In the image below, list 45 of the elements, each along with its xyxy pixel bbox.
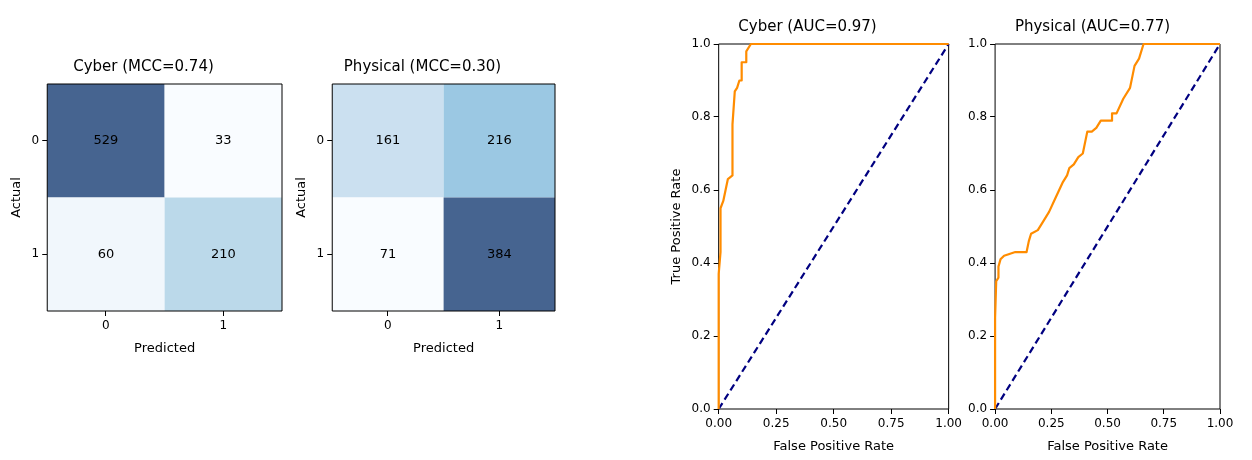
x-tick-label: 0.75 (1150, 416, 1178, 431)
y-tick-label: 0.8 (691, 109, 711, 124)
y-tick-label: 0.0 (967, 401, 988, 416)
data-label: 71 (379, 245, 397, 261)
x-tick-label: 1 (495, 318, 504, 333)
data-label: 529 (93, 132, 119, 148)
x-tick-label: 0.75 (877, 416, 905, 431)
data-label: 60 (97, 245, 115, 261)
chart-title: Cyber (AUC=0.97) (738, 16, 877, 35)
chart-title: Physical (MCC=0.30) (343, 56, 502, 75)
y-tick-label: 0.0 (691, 401, 711, 416)
y-tick-label: 0.2 (967, 328, 988, 343)
y-tick-label: 0.4 (691, 255, 711, 270)
x-tick-label: 1.00 (1206, 416, 1234, 431)
data-label: 161 (375, 132, 401, 148)
y-axis-title: True Positive Rate (668, 168, 684, 286)
y-axis-title: Actual (293, 177, 309, 218)
data-label: 210 (210, 245, 236, 261)
x-axis-title: False Positive Rate (1047, 437, 1168, 453)
x-tick-label: 0.50 (820, 416, 848, 431)
x-axis-title: Predicted (413, 339, 475, 355)
y-tick-label: 1.0 (967, 36, 988, 51)
y-tick-label: 0.6 (691, 182, 711, 197)
x-tick-label: 0 (384, 318, 392, 333)
y-tick-label: 0.8 (967, 109, 988, 124)
x-tick-label: 0.25 (762, 416, 790, 431)
x-tick-label: 0.50 (1094, 416, 1121, 431)
x-tick-label: 0 (102, 318, 110, 333)
y-axis-title: Actual (8, 177, 24, 218)
y-tick-label: 0.6 (967, 182, 988, 197)
chart-title: Cyber (MCC=0.74) (73, 56, 214, 75)
x-axis-title: False Positive Rate (773, 437, 895, 453)
x-tick-label: 1.00 (935, 416, 962, 431)
x-tick-label: 0.00 (705, 416, 733, 431)
x-tick-label: 1 (219, 318, 228, 333)
y-tick-label: 0.2 (691, 328, 711, 343)
y-tick-label: 1.0 (691, 36, 711, 51)
x-axis-title: Predicted (134, 339, 196, 355)
y-tick-label: 0.4 (967, 255, 988, 270)
x-tick-label: 0.00 (981, 416, 1009, 431)
chart-title: Physical (AUC=0.77) (1014, 16, 1171, 35)
data-label: 384 (486, 245, 512, 261)
data-label: 216 (486, 132, 512, 148)
data-label: 33 (215, 132, 232, 148)
x-tick-label: 0.25 (1037, 416, 1065, 431)
